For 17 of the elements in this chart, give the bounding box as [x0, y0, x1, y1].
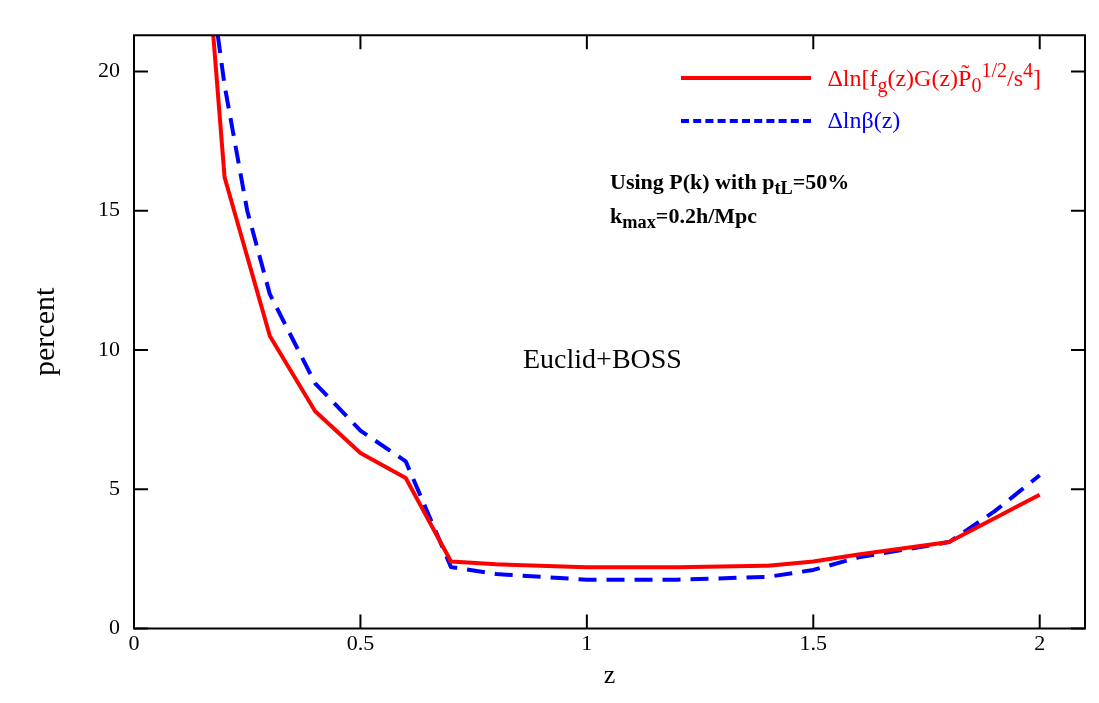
x-tick-label: 0 — [128, 630, 140, 656]
x-tick-label: 2 — [1034, 630, 1046, 656]
annotation: Euclid+BOSS — [523, 343, 682, 375]
text: Δlnβ(z) — [827, 107, 901, 134]
y-tick-label: 15 — [98, 196, 120, 222]
text: Δln[f$_{g}$(z)G(z)P̃$_{0}$$^{1/2}$/s$^{4}$] — [827, 58, 1041, 97]
x-tick-label: 0.5 — [346, 630, 375, 656]
x-axis-title: z — [603, 660, 616, 690]
x-tick-label: 1.5 — [799, 630, 828, 656]
y-tick-label: 5 — [109, 474, 120, 500]
y-tick-label: 20 — [98, 57, 120, 83]
y-tick-label: 0 — [109, 614, 120, 640]
y-tick-label: 10 — [98, 335, 120, 361]
x-tick-label: 1 — [581, 630, 593, 656]
y-axis-title: percent — [26, 287, 60, 376]
annotation: k$_{max}$=0.2h/Mpc — [610, 202, 758, 235]
annotation: Using P(k) with p$_{tL}$=50% — [610, 168, 850, 201]
